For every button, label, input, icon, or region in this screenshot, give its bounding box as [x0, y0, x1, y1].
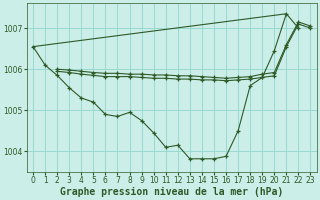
X-axis label: Graphe pression niveau de la mer (hPa): Graphe pression niveau de la mer (hPa): [60, 186, 284, 197]
